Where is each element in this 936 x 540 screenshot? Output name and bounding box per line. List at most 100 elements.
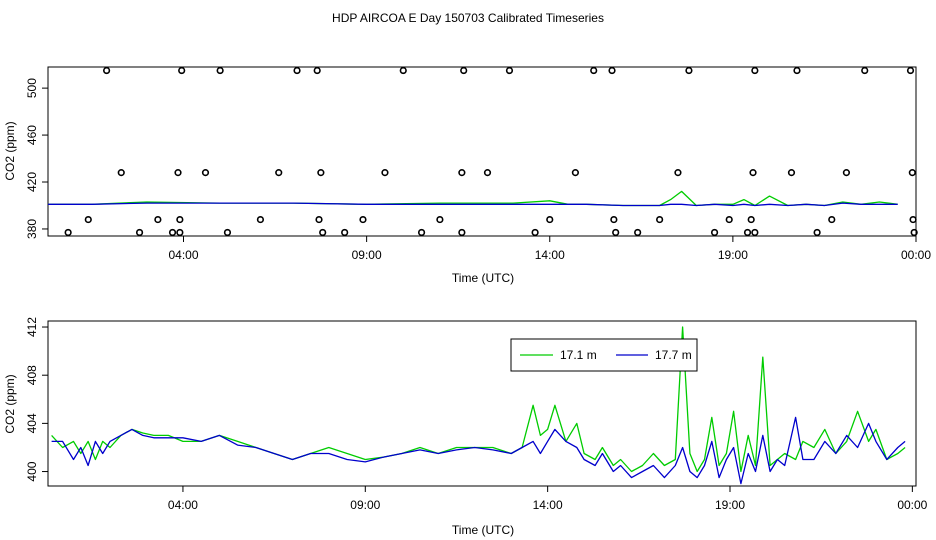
calibration-point <box>656 215 664 224</box>
top-series-lines <box>48 190 898 207</box>
top-y-axis-label: CO2 (ppm) <box>3 121 17 180</box>
calibration-point <box>178 66 186 75</box>
calibration-point <box>725 215 733 224</box>
top-calibration-points <box>64 66 918 237</box>
calibration-point <box>154 215 162 224</box>
calibration-point <box>201 169 210 177</box>
y-tick-label: 420 <box>25 172 39 192</box>
calibration-point <box>634 228 642 237</box>
figure-title: HDP AIRCOA E Day 150703 Calibrated Times… <box>332 11 604 25</box>
calibration-point <box>828 215 836 224</box>
calibration-point <box>275 169 283 177</box>
calibration-point <box>787 169 796 177</box>
calibration-point <box>546 215 554 224</box>
calibration-point <box>861 66 869 75</box>
series-line-17-7-m <box>51 416 906 485</box>
calibration-point <box>313 66 321 75</box>
bottom-series-lines <box>51 326 906 485</box>
calibration-point <box>710 228 719 237</box>
x-tick-label: 04:00 <box>168 498 198 512</box>
calibration-point <box>436 215 444 224</box>
calibration-point <box>174 169 182 177</box>
calibration-point <box>909 215 917 224</box>
calibration-point <box>315 215 323 224</box>
calibration-point <box>612 228 620 237</box>
top-x-axis: 04:00 09:00 14:00 19:00 00:00 <box>168 236 931 262</box>
calibration-point <box>168 228 177 237</box>
calibration-point <box>793 66 801 75</box>
legend-label-17-1m: 17.1 m <box>560 348 597 362</box>
calibration-point <box>842 169 851 177</box>
x-tick-label: 04:00 <box>168 248 198 262</box>
bottom-y-axis: 400 404 408 412 <box>25 317 48 482</box>
bottom-x-axis-label: Time (UTC) <box>452 523 514 537</box>
calibration-point <box>608 66 616 75</box>
calibration-point <box>751 228 759 237</box>
calibration-point <box>417 228 426 237</box>
y-tick-label: 460 <box>25 125 39 145</box>
calibration-point <box>359 215 367 224</box>
top-y-axis: 380 420 460 500 <box>25 78 48 239</box>
calibration-point <box>458 169 466 177</box>
bottom-panel: 04:00 09:00 14:00 19:00 00:00 400 404 408 412 T… <box>3 317 928 537</box>
calibration-point <box>341 228 349 237</box>
calibration-point <box>458 228 466 237</box>
series-line-17-1-m <box>51 326 906 473</box>
calibration-point <box>399 66 407 75</box>
bottom-y-axis-label: CO2 (ppm) <box>3 374 17 433</box>
x-tick-label: 14:00 <box>535 248 565 262</box>
x-tick-label: 19:00 <box>715 498 745 512</box>
y-tick-label: 408 <box>25 365 39 385</box>
calibration-point <box>381 169 389 177</box>
top-x-axis-label: Time (UTC) <box>452 271 514 285</box>
y-tick-label: 412 <box>25 317 39 337</box>
y-tick-label: 500 <box>25 78 39 98</box>
y-tick-label: 404 <box>25 413 39 433</box>
calibration-point <box>223 228 232 237</box>
calibration-point <box>747 215 755 224</box>
calibration-point <box>256 215 265 224</box>
x-tick-label: 00:00 <box>897 498 927 512</box>
calibration-point <box>531 228 539 237</box>
x-tick-label: 19:00 <box>718 248 748 262</box>
bottom-x-axis: 04:00 09:00 14:00 19:00 00:00 <box>168 486 928 512</box>
calibration-point <box>610 215 618 224</box>
calibration-point <box>674 169 682 177</box>
legend-label-17-7m: 17.7 m <box>655 348 692 362</box>
calibration-point <box>460 66 468 75</box>
calibration-point <box>751 66 759 75</box>
calibration-point <box>64 228 72 237</box>
series-line-17-7-m <box>48 202 898 207</box>
calibration-point <box>216 66 224 75</box>
top-panel: 04:00 09:00 14:00 19:00 00:00 380 420 460 500 T… <box>3 66 931 285</box>
x-tick-label: 09:00 <box>352 248 382 262</box>
y-tick-label: 380 <box>25 219 39 239</box>
calibration-point <box>84 215 92 224</box>
calibration-point <box>906 66 915 75</box>
calibration-point <box>117 169 125 177</box>
calibration-point <box>317 169 325 177</box>
calibration-point <box>590 66 598 75</box>
calibration-point <box>813 228 821 237</box>
calibration-point <box>685 66 693 75</box>
x-tick-label: 14:00 <box>533 498 563 512</box>
calibration-point <box>176 228 184 237</box>
calibration-point <box>908 169 916 177</box>
calibration-point <box>910 228 918 237</box>
calibration-point <box>135 228 144 237</box>
legend: 17.1 m 17.7 m <box>510 338 698 372</box>
calibration-point <box>319 228 327 237</box>
calibration-point <box>102 66 111 75</box>
calibration-point <box>749 169 757 177</box>
calibration-point <box>293 66 301 75</box>
calibration-point <box>571 169 579 177</box>
calibration-point <box>176 215 184 224</box>
x-tick-label: 00:00 <box>901 248 931 262</box>
calibration-point <box>483 169 492 177</box>
calibration-point <box>743 228 752 237</box>
bottom-plot-frame <box>47 320 917 487</box>
calibration-point <box>505 66 514 75</box>
top-plot-frame <box>47 66 917 237</box>
x-tick-label: 09:00 <box>350 498 380 512</box>
